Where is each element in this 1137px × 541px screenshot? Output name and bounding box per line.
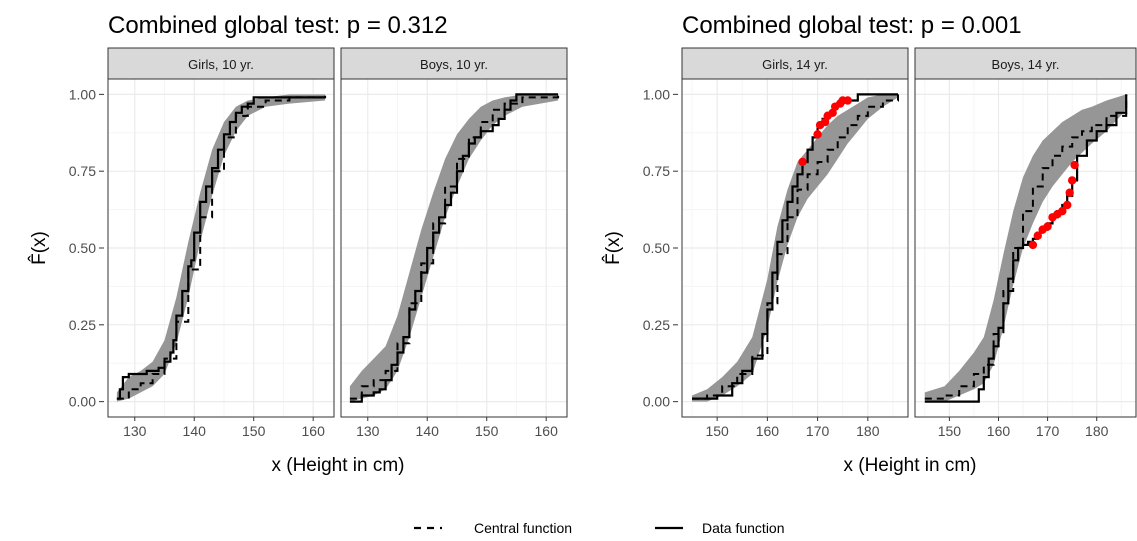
x-tick-label: 150 <box>705 423 729 439</box>
x-tick-label: 160 <box>302 423 326 439</box>
y-tick-label: 1.00 <box>69 86 96 102</box>
outlier-point <box>1033 231 1042 240</box>
strip-background <box>681 47 909 80</box>
chart-1: 0.00 0.25 0.50 0.75 1.00 F̂(x) x (Height in cm… <box>602 47 1137 476</box>
panel-1-1: Boys, 14 yr. 150 160 170 180 <box>914 47 1137 439</box>
x-tick-label: 160 <box>535 423 559 439</box>
strip-label: Boys, 14 yr. <box>992 57 1060 72</box>
y-tick-label: 0.50 <box>643 240 670 256</box>
central-function-line <box>692 94 899 400</box>
x-tick-label: 180 <box>856 423 880 439</box>
panel-border <box>914 78 1137 418</box>
outlier-point <box>1043 222 1052 231</box>
outlier-point <box>1028 240 1038 250</box>
legend-label-central: Central function <box>474 520 572 536</box>
outlier-point <box>813 130 822 139</box>
x-tick-label: 180 <box>1085 423 1109 439</box>
x-tick-label: 140 <box>183 423 207 439</box>
chart-0: 0.00 0.25 0.50 0.75 1.00 F̂(x) x (Height in cm… <box>28 47 568 476</box>
outlier-point <box>1067 176 1077 185</box>
panel-border <box>340 78 568 418</box>
outlier-point <box>1058 206 1067 216</box>
panel-0-1: Boys, 10 yr. 130 140 150 160 <box>340 47 568 439</box>
y-tick-label: 0.50 <box>69 240 96 256</box>
data-function-line <box>116 96 326 400</box>
legend: Central function Data function <box>414 520 785 536</box>
strip-label: Girls, 14 yr. <box>762 57 828 72</box>
chart-group-left: Combined global test: p = 0.312 <box>108 12 448 39</box>
x-tick-label: 130 <box>123 423 147 439</box>
chart-group-right: Combined global test: p = 0.001 <box>682 12 1022 39</box>
x-axis-title: x (Height in cm) <box>271 455 404 476</box>
outlier-point <box>1070 160 1079 170</box>
plot-panels: 0.00 0.25 0.50 0.75 1.00 F̂(x) x (Height in cm… <box>28 47 1137 476</box>
outlier-point <box>1063 200 1072 210</box>
panel-border <box>681 78 909 418</box>
chart-title-right: Combined global test: p = 0.001 <box>682 12 1022 39</box>
x-tick-label: 150 <box>938 423 962 439</box>
x-tick-label: 150 <box>242 423 266 439</box>
x-tick-label: 170 <box>806 423 830 439</box>
outlier-point <box>1065 188 1074 197</box>
x-tick-label: 160 <box>756 423 780 439</box>
panel-0-0: Girls, 10 yr. 130 140 150 160 <box>107 47 335 439</box>
y-tick-label: 0.25 <box>69 317 96 333</box>
y-tick-label: 0.25 <box>643 317 670 333</box>
panel-border <box>107 78 335 418</box>
strip-background <box>340 47 568 80</box>
envelope-band <box>349 94 559 402</box>
x-tick-label: 160 <box>987 423 1011 439</box>
outlier-point <box>798 157 807 167</box>
panel-1-0: Girls, 14 yr. 150 160 170 180 <box>681 47 909 439</box>
strip-label: Boys, 10 yr. <box>420 57 488 72</box>
y-tick-label: 0.00 <box>643 394 670 410</box>
y-axis-title: F̂(x) <box>28 231 50 265</box>
x-axis-title: x (Height in cm) <box>843 455 976 476</box>
envelope-band <box>116 94 326 402</box>
y-axis-title: F̂(x) <box>602 231 624 265</box>
data-function-line <box>349 93 559 403</box>
x-tick-label: 170 <box>1036 423 1060 439</box>
outlier-point <box>843 96 852 105</box>
y-tick-label: 0.75 <box>69 163 96 179</box>
x-tick-label: 140 <box>416 423 440 439</box>
legend-label-data: Data function <box>702 520 785 536</box>
strip-background <box>107 47 335 80</box>
y-tick-label: 0.00 <box>69 394 96 410</box>
x-tick-label: 130 <box>356 423 380 439</box>
x-tick-label: 150 <box>475 423 499 439</box>
y-tick-label: 1.00 <box>643 86 670 102</box>
strip-label: Girls, 10 yr. <box>188 57 254 72</box>
chart-title-left: Combined global test: p = 0.312 <box>108 12 448 39</box>
y-tick-label: 0.75 <box>643 163 670 179</box>
